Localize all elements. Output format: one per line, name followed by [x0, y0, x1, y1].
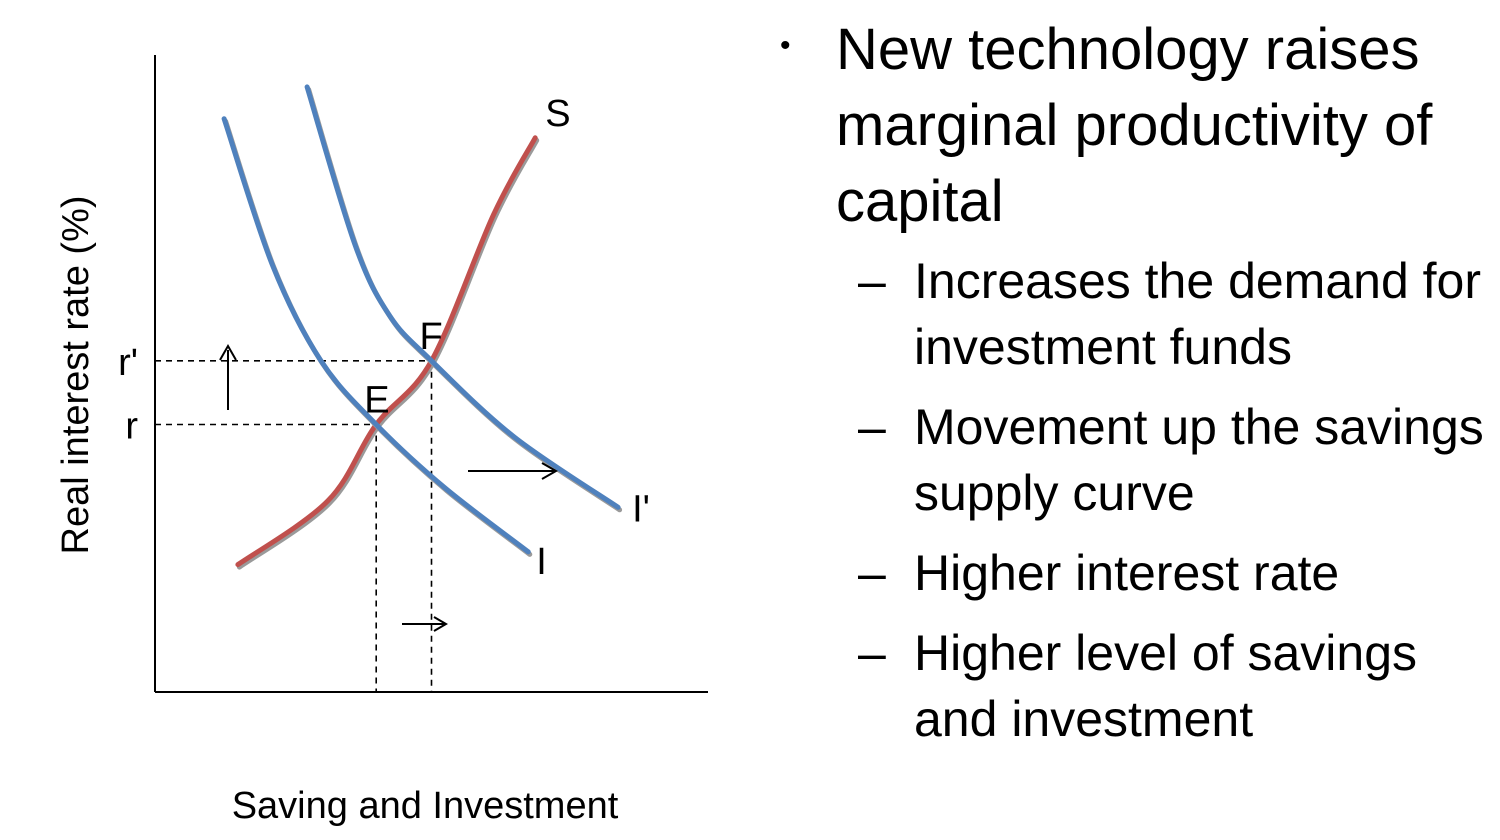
curve-i [221, 116, 531, 555]
main-bullet: • New technology raises marginal product… [780, 12, 1490, 240]
y-tick-label-2: r [125, 406, 138, 448]
x-axis-label: Saving and Investment [232, 785, 619, 827]
sub-bullet-text: Movement up the savings supply curve [914, 399, 1484, 521]
up-arrow-head [219, 343, 237, 361]
sub-bullet-list: – Increases the demand for investment fu… [780, 248, 1490, 752]
main-bullet-text: New technology raises marginal productiv… [836, 17, 1433, 234]
right-arrow-axis-head [433, 616, 448, 632]
interest-rate-chart: S I I' EFr' r Real interest rate (%) Saving … [55, 55, 708, 827]
bullet-list: • New technology raises marginal product… [780, 12, 1490, 766]
bullet-marker-icon: • [780, 29, 791, 62]
dash-icon: – [858, 253, 886, 309]
curve-i-prime [304, 84, 621, 510]
chart-labels: S I I' EFr' r [118, 93, 650, 583]
point-label-f: F [420, 316, 443, 358]
dash-icon: – [858, 625, 886, 681]
series-label-i-prime: I' [632, 488, 650, 530]
dash-icon: – [858, 399, 886, 455]
sub-bullet-3: – Higher interest rate [780, 540, 1490, 606]
series-label-s: S [545, 93, 570, 135]
guide-lines [155, 359, 433, 692]
sub-bullet-2: – Movement up the savings supply curve [780, 394, 1490, 526]
sub-bullet-text: Increases the demand for investment fund… [914, 253, 1481, 375]
dash-icon: – [858, 545, 886, 601]
curve-s-shadow [236, 137, 540, 570]
curve-s [235, 135, 538, 568]
sub-bullet-1: – Increases the demand for investment fu… [780, 248, 1490, 380]
y-tick-label-1: r' [118, 342, 138, 384]
y-axis-label: Real interest rate (%) [55, 195, 97, 554]
curve-i-shadow [223, 118, 533, 557]
curve-i-prime-shadow [306, 86, 623, 513]
curves [221, 84, 623, 570]
series-label-i: I [536, 541, 547, 583]
sub-bullet-text: Higher interest rate [914, 545, 1340, 601]
sub-bullet-4: – Higher level of savings and investment [780, 620, 1490, 752]
right-arrow-curve-head [541, 462, 559, 480]
sub-bullet-text: Higher level of savings and investment [914, 625, 1418, 747]
point-label-e: E [364, 380, 389, 422]
shift-arrows [219, 343, 559, 632]
